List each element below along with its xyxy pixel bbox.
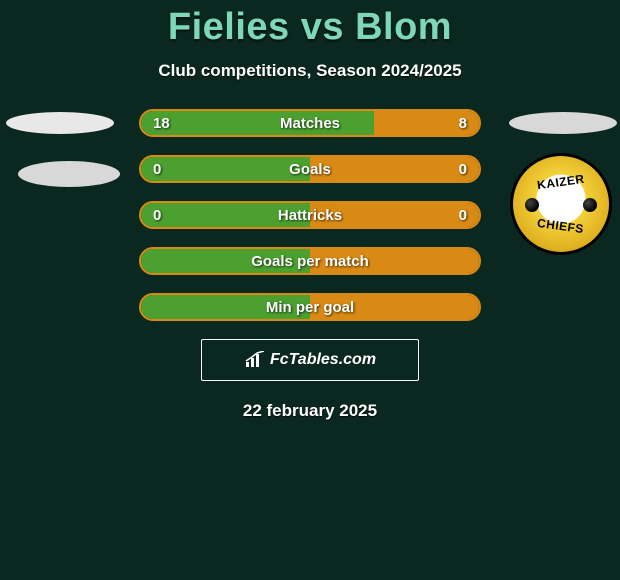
player-left-placeholder-icon bbox=[6, 112, 114, 134]
stat-right-value: 0 bbox=[459, 203, 467, 227]
stat-right-value: 0 bbox=[459, 157, 467, 181]
stat-right-value: 8 bbox=[459, 111, 467, 135]
badge-text-top: KAIZER bbox=[537, 173, 586, 192]
player-right-placeholder-icon bbox=[509, 112, 617, 134]
stat-row-hattricks: 0 Hattricks 0 bbox=[139, 201, 481, 229]
watermark-text: FcTables.com bbox=[270, 351, 376, 369]
ball-icon bbox=[525, 198, 539, 212]
chart-icon bbox=[244, 351, 266, 369]
watermark: FcTables.com bbox=[201, 339, 419, 381]
stat-label: Min per goal bbox=[141, 295, 479, 319]
stat-label: Goals per match bbox=[141, 249, 479, 273]
stat-label: Hattricks bbox=[141, 203, 479, 227]
stat-row-goals: 0 Goals 0 bbox=[139, 155, 481, 183]
stat-row-min-per-goal: Min per goal bbox=[139, 293, 481, 321]
ball-icon bbox=[583, 198, 597, 212]
badge-text-bottom: CHIEFS bbox=[537, 217, 585, 235]
stat-row-goals-per-match: Goals per match bbox=[139, 247, 481, 275]
page-subtitle: Club competitions, Season 2024/2025 bbox=[0, 61, 620, 81]
footer-date: 22 february 2025 bbox=[0, 401, 620, 421]
stat-label: Matches bbox=[141, 111, 479, 135]
page-title: Fielies vs Blom bbox=[0, 0, 620, 49]
stat-row-matches: 18 Matches 8 bbox=[139, 109, 481, 137]
team-right-badge-icon: KAIZER CHIEFS bbox=[510, 153, 612, 255]
team-left-placeholder-icon bbox=[18, 161, 120, 187]
stats-area: KAIZER CHIEFS 18 Matches 8 0 Goals 0 0 H… bbox=[0, 109, 620, 321]
stat-label: Goals bbox=[141, 157, 479, 181]
